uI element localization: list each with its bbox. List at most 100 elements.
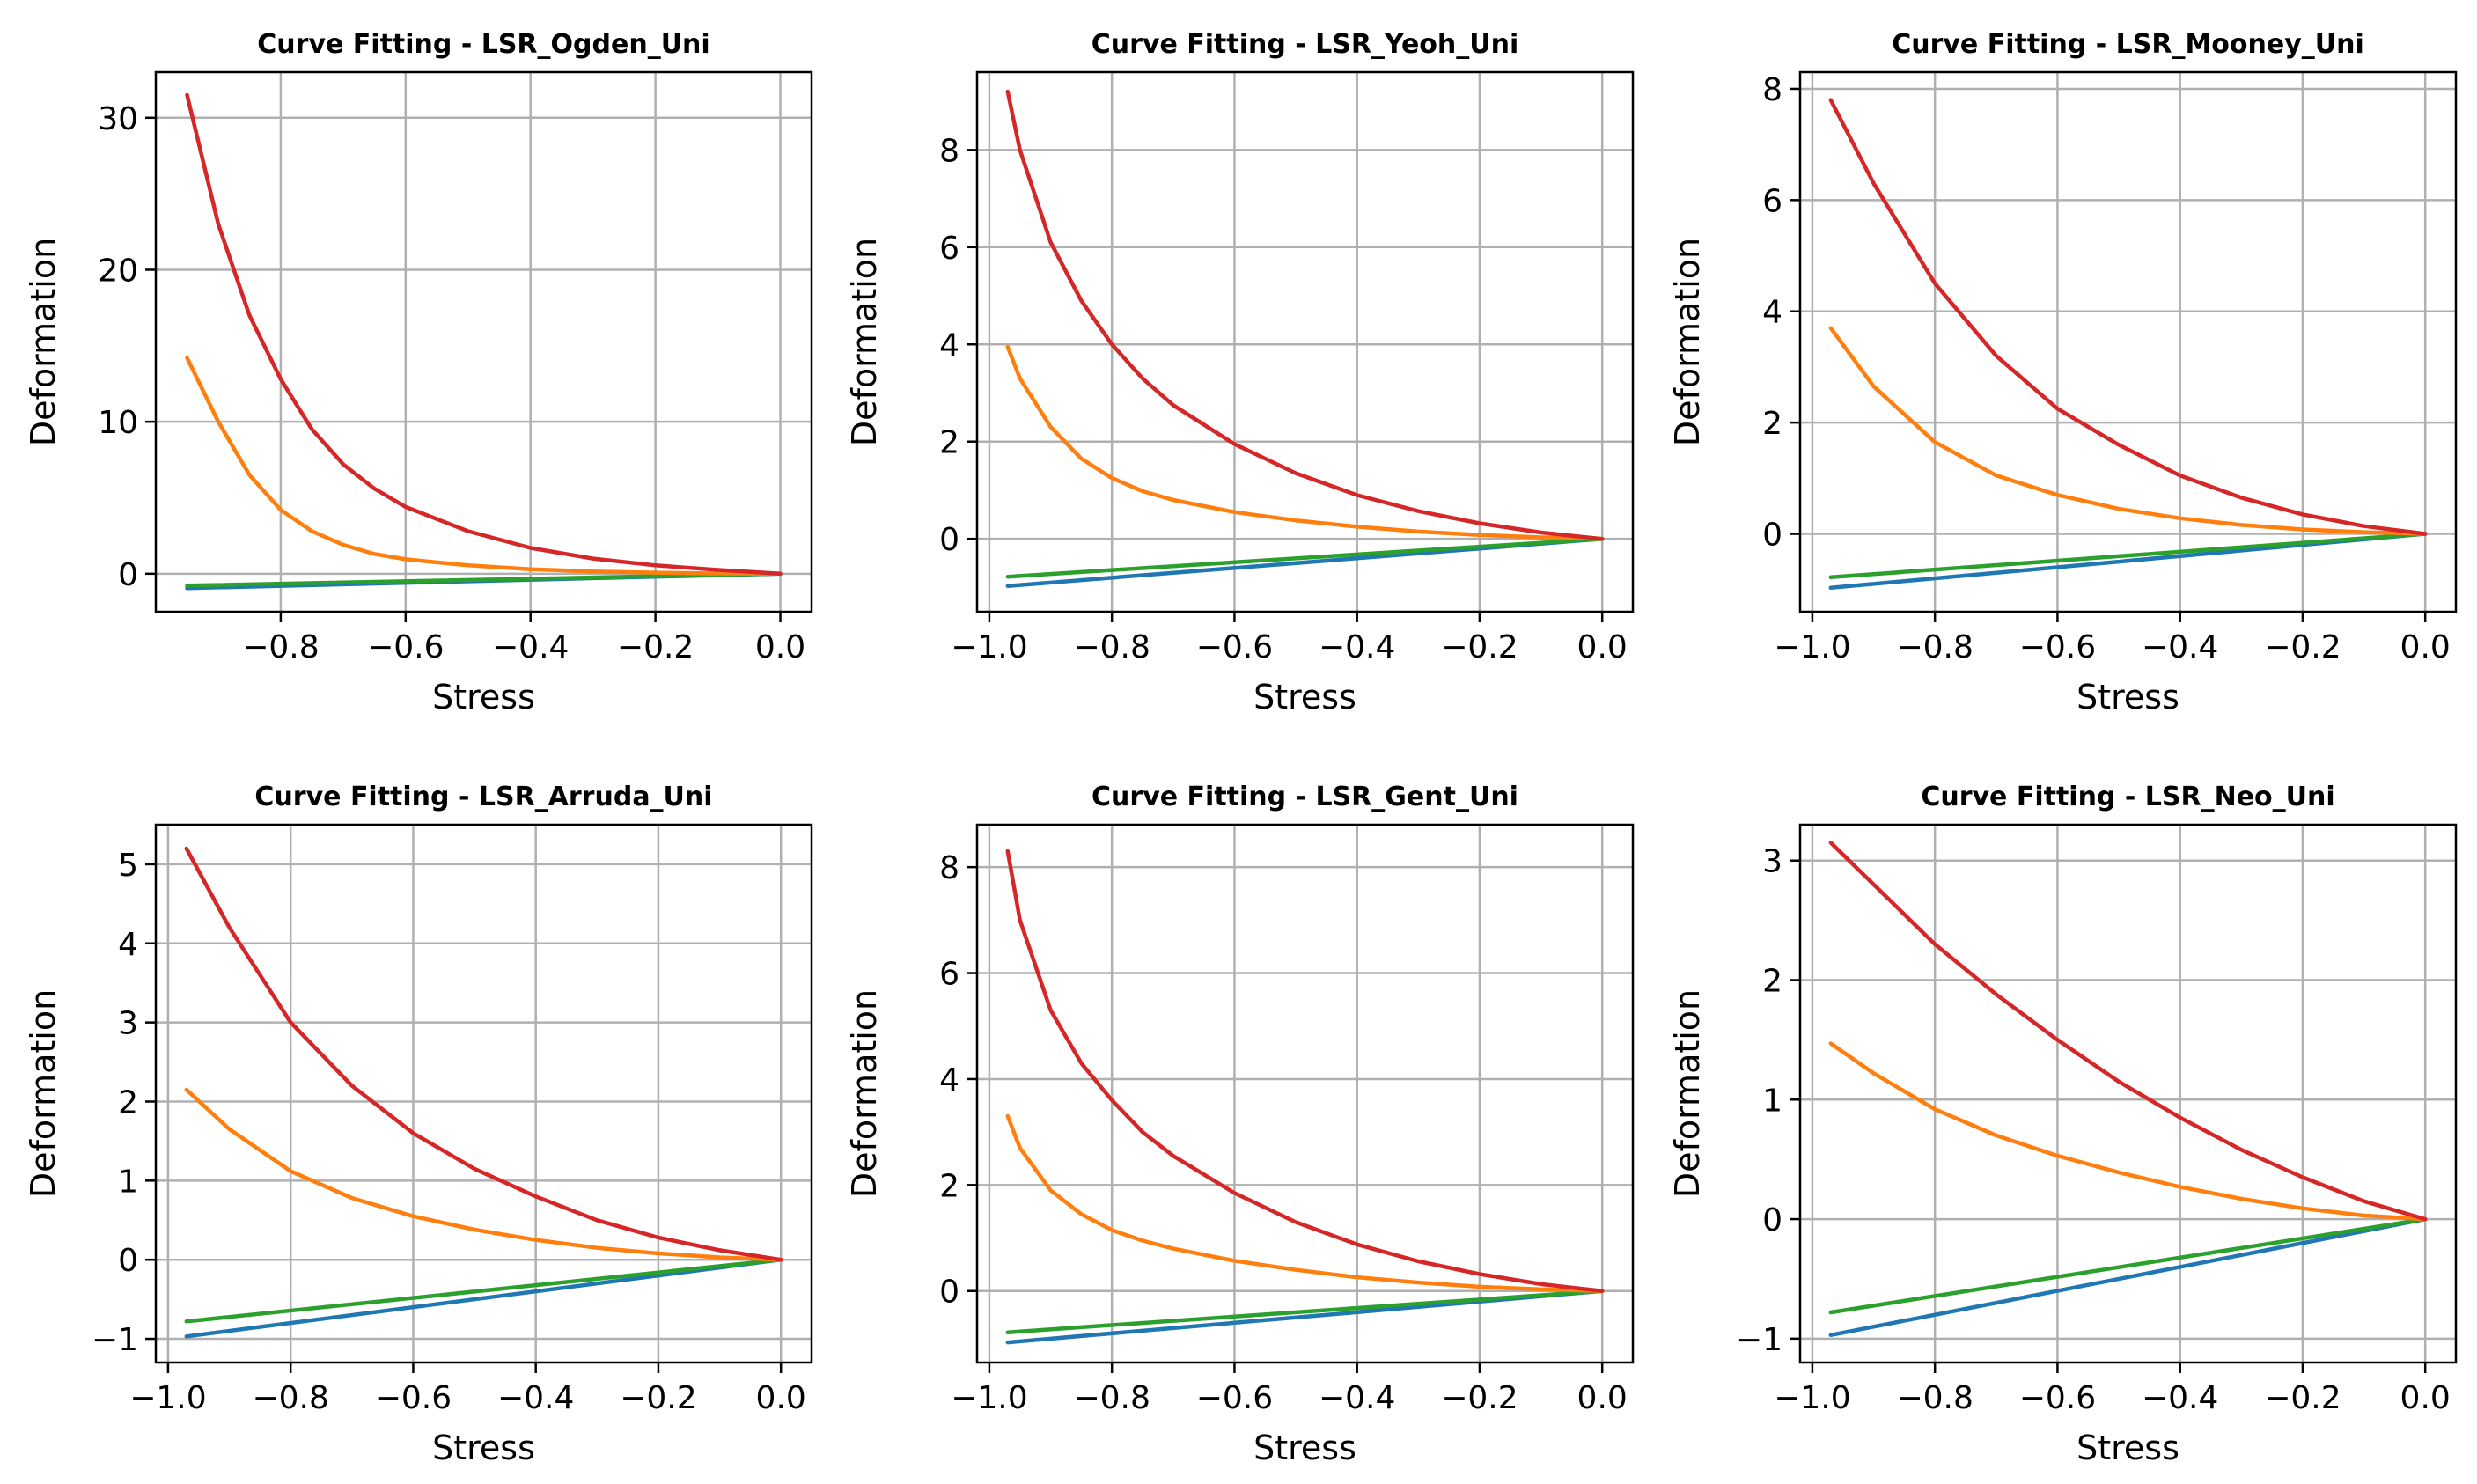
x-tick-label: −0.8 bbox=[242, 629, 319, 665]
y-tick-label: 3 bbox=[1762, 844, 1782, 880]
x-tick-label: −0.2 bbox=[1441, 1380, 1518, 1416]
y-tick-label: 4 bbox=[1762, 295, 1782, 331]
x-tick-label: 0.0 bbox=[1577, 1380, 1628, 1416]
y-axis-label: Deformation bbox=[24, 989, 62, 1198]
axes-frame bbox=[975, 70, 1635, 613]
series-line-green bbox=[1828, 532, 2428, 580]
y-tick-label: 0 bbox=[1762, 518, 1782, 554]
series-line-orange bbox=[185, 356, 783, 577]
y-tick-label: 0 bbox=[1762, 1202, 1782, 1238]
axes-frame bbox=[154, 823, 813, 1364]
series-line-red bbox=[1005, 849, 1605, 1293]
x-tick-label: 0.0 bbox=[1577, 629, 1628, 665]
x-tick-label: −0.8 bbox=[1073, 1380, 1150, 1416]
y-tick-label: 30 bbox=[98, 101, 138, 137]
x-tick-label: −1.0 bbox=[129, 1380, 206, 1416]
x-tick-label: −1.0 bbox=[951, 1380, 1027, 1416]
y-tick-label: 2 bbox=[1762, 964, 1782, 1000]
x-axis-label: Stress bbox=[1253, 678, 1356, 716]
x-tick-label: −0.4 bbox=[2142, 629, 2218, 665]
subplot-5: −1.0 −0.8 −0.6 −0.4 −0.2 0.0 0 2 4 6 8 Curve Fittin… bbox=[845, 782, 1635, 1467]
y-axis-label: Deformation bbox=[24, 238, 62, 446]
series-line-red bbox=[184, 846, 783, 1262]
series-line-orange bbox=[1005, 344, 1605, 541]
y-tick-label: 2 bbox=[939, 425, 959, 461]
y-tick-label: 2 bbox=[939, 1168, 959, 1204]
y-tick-label: 10 bbox=[98, 405, 138, 441]
y-tick-label: −1 bbox=[92, 1322, 138, 1358]
x-axis-label: Stress bbox=[1253, 1429, 1356, 1467]
x-tick-label: −0.2 bbox=[2264, 629, 2341, 665]
series-line-green bbox=[1005, 1289, 1605, 1334]
x-tick-label: −0.4 bbox=[492, 629, 569, 665]
x-tick-label: −0.8 bbox=[252, 1380, 328, 1416]
series-line-green bbox=[185, 571, 783, 588]
series-line-red bbox=[185, 92, 783, 577]
x-tick-label: −0.6 bbox=[2019, 629, 2096, 665]
y-tick-label: 2 bbox=[1762, 406, 1782, 442]
y-tick-label: 8 bbox=[1762, 72, 1782, 108]
series-line-orange bbox=[1005, 1113, 1605, 1293]
x-tick-label: −0.4 bbox=[497, 1380, 574, 1416]
x-tick-label: −0.8 bbox=[1896, 629, 1973, 665]
x-tick-label: −0.2 bbox=[1441, 629, 1518, 665]
y-axis-label: Deformation bbox=[1668, 989, 1707, 1198]
x-tick-label: −0.2 bbox=[2264, 1380, 2341, 1416]
y-tick-label: −1 bbox=[1736, 1322, 1782, 1358]
x-tick-label: −0.2 bbox=[620, 1380, 696, 1416]
series-line-green bbox=[184, 1257, 783, 1324]
x-tick-label: −0.6 bbox=[1196, 629, 1273, 665]
series-line-orange bbox=[184, 1087, 783, 1262]
x-tick-label: 0.0 bbox=[756, 1380, 806, 1416]
x-tick-label: −1.0 bbox=[1774, 1380, 1850, 1416]
subplot-title: Curve Fitting - LSR_Arruda_Uni bbox=[254, 782, 712, 812]
axes-frame bbox=[154, 70, 813, 613]
x-tick-label: −0.6 bbox=[367, 629, 444, 665]
y-tick-label: 8 bbox=[939, 133, 959, 169]
x-tick-label: 0.0 bbox=[755, 629, 805, 665]
y-tick-label: 4 bbox=[939, 1062, 959, 1098]
series-line-red bbox=[1828, 98, 2428, 536]
axes-frame bbox=[1798, 70, 2458, 613]
x-tick-label: −0.4 bbox=[2142, 1380, 2218, 1416]
x-tick-label: 0.0 bbox=[2400, 1380, 2451, 1416]
y-tick-label: 0 bbox=[939, 1275, 959, 1311]
y-tick-label: 4 bbox=[118, 927, 138, 963]
x-axis-label: Stress bbox=[2076, 1429, 2179, 1467]
y-tick-label: 1 bbox=[118, 1164, 138, 1200]
y-tick-label: 5 bbox=[118, 848, 138, 884]
series-line-red bbox=[1828, 841, 2428, 1222]
subplot-4: −1.0 −0.8 −0.6 −0.4 −0.2 0.0 −1 0 1 2 3 4 5 Curve Fit… bbox=[24, 782, 813, 1467]
subplot-3: −1.0 −0.8 −0.6 −0.4 −0.2 0.0 0 2 4 6 8 Curve Fittin… bbox=[1668, 29, 2458, 716]
subplot-title: Curve Fitting - LSR_Neo_Uni bbox=[1921, 782, 2334, 812]
series-line-green bbox=[1828, 1216, 2428, 1315]
x-tick-label: −0.6 bbox=[1196, 1380, 1273, 1416]
y-axis-label: Deformation bbox=[1668, 238, 1707, 446]
x-tick-label: −0.4 bbox=[1319, 629, 1395, 665]
series-line-blue bbox=[184, 1257, 783, 1339]
y-tick-label: 6 bbox=[939, 231, 959, 267]
x-tick-label: −0.4 bbox=[1319, 1380, 1395, 1416]
x-axis-label: Stress bbox=[432, 1429, 535, 1467]
series-line-orange bbox=[1828, 326, 2428, 536]
y-axis-label: Deformation bbox=[845, 238, 884, 446]
y-tick-label: 4 bbox=[939, 327, 959, 364]
subplot-title: Curve Fitting - LSR_Yeoh_Uni bbox=[1091, 29, 1519, 60]
x-axis-label: Stress bbox=[2076, 678, 2179, 716]
y-tick-label: 20 bbox=[98, 253, 138, 289]
axes-frame bbox=[1798, 823, 2458, 1364]
x-tick-label: −1.0 bbox=[1774, 629, 1850, 665]
y-tick-label: 1 bbox=[1762, 1083, 1782, 1119]
subplot-title: Curve Fitting - LSR_Mooney_Uni bbox=[1892, 29, 2364, 60]
series-line-green bbox=[1005, 536, 1605, 579]
y-tick-label: 8 bbox=[939, 850, 959, 886]
y-tick-label: 0 bbox=[939, 522, 959, 558]
subplot-title: Curve Fitting - LSR_Gent_Uni bbox=[1091, 782, 1518, 812]
series-line-orange bbox=[1828, 1041, 2428, 1222]
x-tick-label: −0.8 bbox=[1896, 1380, 1973, 1416]
x-tick-label: 0.0 bbox=[2400, 629, 2451, 665]
subplot-2: −1.0 −0.8 −0.6 −0.4 −0.2 0.0 0 2 4 6 8 Curve Fittin… bbox=[845, 29, 1635, 716]
series-line-blue bbox=[1828, 1216, 2428, 1338]
y-tick-label: 6 bbox=[1762, 183, 1782, 219]
